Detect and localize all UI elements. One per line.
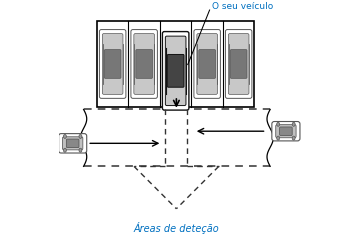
FancyBboxPatch shape <box>225 30 252 98</box>
Text: O seu veículo: O seu veículo <box>212 2 273 11</box>
Text: Áreas de deteção: Áreas de deteção <box>134 222 219 234</box>
FancyBboxPatch shape <box>199 50 216 78</box>
FancyBboxPatch shape <box>230 50 247 78</box>
FancyBboxPatch shape <box>197 34 217 94</box>
FancyBboxPatch shape <box>136 50 152 78</box>
Ellipse shape <box>64 134 66 138</box>
Ellipse shape <box>277 136 280 140</box>
FancyBboxPatch shape <box>276 125 296 138</box>
FancyBboxPatch shape <box>131 30 157 98</box>
Ellipse shape <box>292 122 295 126</box>
FancyBboxPatch shape <box>103 34 123 94</box>
Ellipse shape <box>277 122 280 126</box>
FancyBboxPatch shape <box>104 50 121 78</box>
FancyBboxPatch shape <box>99 30 126 98</box>
FancyBboxPatch shape <box>165 36 186 105</box>
FancyBboxPatch shape <box>134 34 155 94</box>
FancyBboxPatch shape <box>66 139 79 147</box>
FancyBboxPatch shape <box>62 137 83 150</box>
FancyBboxPatch shape <box>272 122 300 141</box>
Ellipse shape <box>79 134 82 138</box>
FancyBboxPatch shape <box>162 32 189 110</box>
FancyBboxPatch shape <box>167 54 184 87</box>
FancyBboxPatch shape <box>280 127 292 135</box>
Ellipse shape <box>79 148 82 152</box>
FancyBboxPatch shape <box>58 134 87 153</box>
FancyBboxPatch shape <box>194 30 221 98</box>
Ellipse shape <box>292 136 295 140</box>
Ellipse shape <box>64 148 66 152</box>
FancyBboxPatch shape <box>229 34 249 94</box>
Bar <box>97 21 255 107</box>
